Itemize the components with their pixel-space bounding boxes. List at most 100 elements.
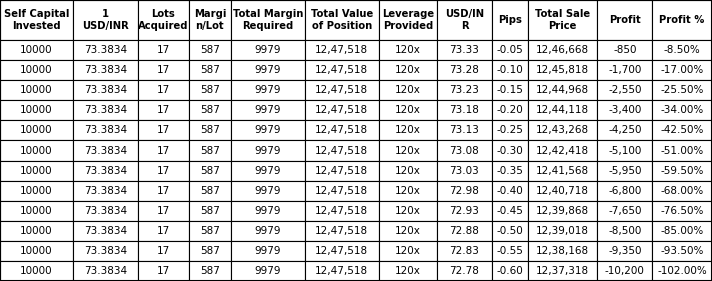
- Bar: [379, 160, 437, 181]
- Text: -5,950: -5,950: [608, 166, 642, 176]
- Text: 10000: 10000: [20, 206, 53, 216]
- Text: 587: 587: [200, 206, 220, 216]
- Bar: [528, 80, 597, 100]
- Bar: [189, 160, 231, 181]
- Text: 120x: 120x: [395, 105, 421, 115]
- Bar: [437, 160, 492, 181]
- Bar: [379, 221, 437, 241]
- Bar: [528, 201, 597, 221]
- Text: 587: 587: [200, 105, 220, 115]
- Bar: [73, 60, 137, 80]
- Text: -25.50%: -25.50%: [661, 85, 704, 95]
- Text: 73.28: 73.28: [449, 65, 479, 75]
- Bar: [73, 201, 137, 221]
- Bar: [379, 261, 437, 281]
- Bar: [231, 40, 305, 60]
- Bar: [231, 0, 305, 40]
- Text: -34.00%: -34.00%: [661, 105, 703, 115]
- Bar: [379, 121, 437, 140]
- Bar: [437, 201, 492, 221]
- Bar: [528, 121, 597, 140]
- Bar: [597, 221, 652, 241]
- Text: -0.15: -0.15: [496, 85, 523, 95]
- Text: -8,500: -8,500: [608, 226, 642, 236]
- Text: 12,47,518: 12,47,518: [315, 266, 368, 276]
- Text: 10000: 10000: [20, 45, 53, 55]
- Bar: [0, 241, 73, 261]
- Bar: [305, 181, 379, 201]
- Text: 73.3834: 73.3834: [84, 125, 127, 135]
- Bar: [231, 221, 305, 241]
- Bar: [379, 40, 437, 60]
- Bar: [437, 241, 492, 261]
- Text: USD/IN
R: USD/IN R: [445, 9, 484, 31]
- Bar: [0, 100, 73, 121]
- Text: 12,44,968: 12,44,968: [536, 85, 590, 95]
- Text: 587: 587: [200, 266, 220, 276]
- Text: 73.3834: 73.3834: [84, 186, 127, 196]
- Bar: [73, 140, 137, 160]
- Text: -7,650: -7,650: [608, 206, 642, 216]
- Bar: [305, 121, 379, 140]
- Text: -3,400: -3,400: [608, 105, 642, 115]
- Bar: [0, 221, 73, 241]
- Text: 73.03: 73.03: [449, 166, 479, 176]
- Bar: [189, 241, 231, 261]
- Bar: [137, 261, 189, 281]
- Bar: [305, 80, 379, 100]
- Bar: [305, 0, 379, 40]
- Bar: [0, 0, 73, 40]
- Text: 73.3834: 73.3834: [84, 85, 127, 95]
- Text: -10,200: -10,200: [604, 266, 644, 276]
- Text: -0.35: -0.35: [496, 166, 523, 176]
- Text: -9,350: -9,350: [608, 246, 642, 256]
- Text: 73.3834: 73.3834: [84, 166, 127, 176]
- Bar: [597, 60, 652, 80]
- Text: 73.3834: 73.3834: [84, 146, 127, 156]
- Text: 73.3834: 73.3834: [84, 65, 127, 75]
- Text: 587: 587: [200, 125, 220, 135]
- Text: 73.3834: 73.3834: [84, 105, 127, 115]
- Bar: [528, 241, 597, 261]
- Text: 12,47,518: 12,47,518: [315, 206, 368, 216]
- Text: 120x: 120x: [395, 246, 421, 256]
- Bar: [137, 80, 189, 100]
- Bar: [652, 0, 712, 40]
- Text: Leverage
Provided: Leverage Provided: [382, 9, 434, 31]
- Text: 120x: 120x: [395, 166, 421, 176]
- Bar: [528, 181, 597, 201]
- Text: 17: 17: [157, 45, 169, 55]
- Text: 12,47,518: 12,47,518: [315, 166, 368, 176]
- Bar: [492, 160, 528, 181]
- Bar: [305, 201, 379, 221]
- Text: 120x: 120x: [395, 45, 421, 55]
- Bar: [492, 201, 528, 221]
- Text: -0.40: -0.40: [497, 186, 523, 196]
- Bar: [652, 241, 712, 261]
- Text: -0.25: -0.25: [496, 125, 523, 135]
- Bar: [597, 241, 652, 261]
- Text: 9979: 9979: [255, 206, 281, 216]
- Bar: [137, 181, 189, 201]
- Bar: [437, 121, 492, 140]
- Bar: [492, 80, 528, 100]
- Text: -68.00%: -68.00%: [661, 186, 703, 196]
- Text: -102.00%: -102.00%: [657, 266, 707, 276]
- Bar: [189, 60, 231, 80]
- Text: -85.00%: -85.00%: [661, 226, 703, 236]
- Text: 73.3834: 73.3834: [84, 266, 127, 276]
- Bar: [137, 40, 189, 60]
- Text: 17: 17: [157, 125, 169, 135]
- Bar: [652, 100, 712, 121]
- Bar: [0, 80, 73, 100]
- Text: 12,39,018: 12,39,018: [536, 226, 590, 236]
- Text: 72.88: 72.88: [449, 226, 479, 236]
- Text: 12,47,518: 12,47,518: [315, 246, 368, 256]
- Bar: [492, 40, 528, 60]
- Bar: [137, 100, 189, 121]
- Bar: [492, 140, 528, 160]
- Bar: [189, 181, 231, 201]
- Text: -0.05: -0.05: [497, 45, 523, 55]
- Bar: [137, 221, 189, 241]
- Text: Lots
Acquired: Lots Acquired: [138, 9, 188, 31]
